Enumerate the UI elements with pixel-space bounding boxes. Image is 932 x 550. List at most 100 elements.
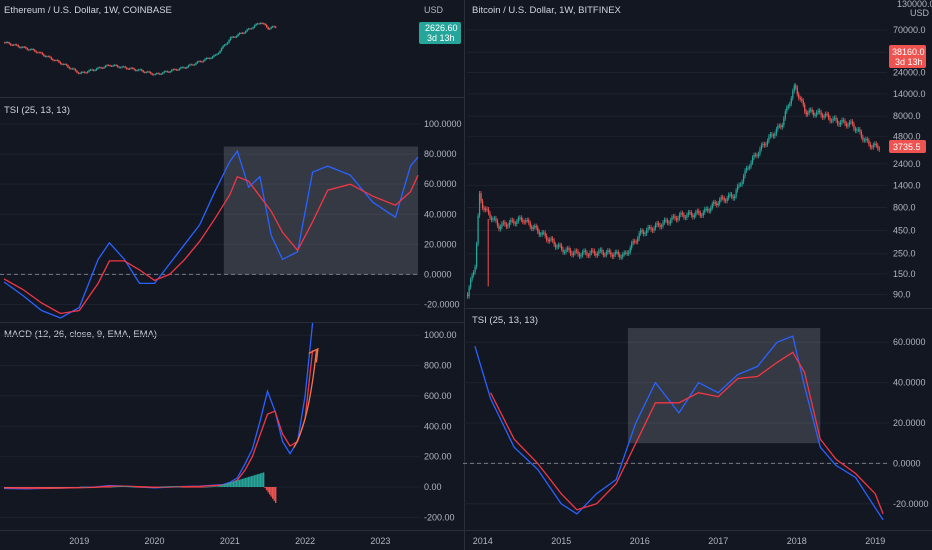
candle[interactable] [708, 210, 710, 212]
candle[interactable] [262, 23, 265, 25]
candle[interactable] [801, 98, 803, 101]
candle[interactable] [601, 249, 603, 252]
candle[interactable] [848, 122, 851, 125]
candle[interactable] [151, 73, 154, 75]
candle[interactable] [641, 230, 643, 232]
candle[interactable] [814, 115, 816, 116]
candle[interactable] [851, 121, 854, 125]
candle[interactable] [569, 250, 572, 254]
candle[interactable] [522, 219, 524, 222]
candle[interactable] [178, 68, 181, 70]
candle[interactable] [753, 154, 755, 158]
candle[interactable] [510, 219, 512, 223]
candle[interactable] [648, 227, 651, 228]
candle[interactable] [62, 64, 65, 65]
candle[interactable] [657, 223, 660, 225]
candle[interactable] [711, 203, 713, 208]
candle[interactable] [850, 121, 852, 123]
candle[interactable] [38, 52, 41, 54]
candle[interactable] [637, 238, 639, 242]
candle[interactable] [472, 272, 475, 276]
candle[interactable] [529, 222, 531, 227]
candle[interactable] [823, 115, 825, 118]
candle[interactable] [572, 253, 575, 255]
candle[interactable] [628, 252, 630, 254]
candle[interactable] [602, 251, 605, 255]
candle[interactable] [89, 69, 92, 71]
candle[interactable] [475, 243, 478, 267]
candle[interactable] [113, 64, 116, 66]
candle[interactable] [805, 111, 807, 115]
candle[interactable] [477, 215, 479, 244]
candle[interactable] [174, 69, 176, 70]
candle[interactable] [811, 109, 813, 113]
candle[interactable] [832, 118, 834, 121]
candle[interactable] [577, 251, 579, 255]
candle[interactable] [483, 207, 485, 210]
candle[interactable] [481, 200, 484, 208]
candle[interactable] [264, 23, 266, 25]
candle[interactable] [55, 60, 57, 61]
candle[interactable] [792, 90, 794, 99]
candle[interactable] [493, 218, 496, 220]
candle[interactable] [819, 110, 821, 113]
candle[interactable] [47, 56, 50, 58]
candle[interactable] [225, 44, 227, 45]
candle[interactable] [847, 124, 849, 127]
candle[interactable] [865, 139, 867, 141]
candle[interactable] [741, 181, 743, 185]
candle[interactable] [136, 70, 138, 72]
candle[interactable] [91, 69, 93, 71]
candle[interactable] [583, 250, 585, 253]
candle[interactable] [8, 42, 11, 44]
candle[interactable] [484, 208, 487, 210]
candle[interactable] [110, 65, 113, 67]
candle[interactable] [669, 220, 672, 224]
candle[interactable] [474, 266, 476, 273]
candle[interactable] [666, 220, 669, 223]
candle[interactable] [246, 29, 248, 32]
candle[interactable] [259, 23, 262, 24]
candle[interactable] [31, 49, 33, 50]
candle[interactable] [731, 194, 733, 197]
candle[interactable] [798, 94, 800, 99]
candle[interactable] [22, 46, 24, 48]
candle[interactable] [128, 68, 131, 70]
candle[interactable] [29, 49, 32, 51]
candle[interactable] [501, 223, 503, 227]
candle[interactable] [26, 48, 29, 50]
candle[interactable] [156, 73, 158, 75]
candle[interactable] [757, 153, 760, 156]
candle[interactable] [613, 254, 615, 257]
candle[interactable] [830, 120, 833, 122]
candle[interactable] [844, 120, 846, 124]
highlight-region[interactable] [627, 328, 821, 444]
candle[interactable] [19, 46, 21, 48]
candle[interactable] [490, 217, 493, 220]
candle[interactable] [535, 225, 537, 228]
candle[interactable] [229, 37, 232, 41]
candle[interactable] [10, 43, 12, 46]
candle[interactable] [747, 167, 749, 169]
candle[interactable] [874, 143, 876, 145]
candle[interactable] [255, 23, 257, 26]
candle[interactable] [592, 250, 594, 252]
candle[interactable] [595, 253, 597, 256]
candle[interactable] [85, 72, 87, 74]
candle[interactable] [189, 64, 191, 66]
candle[interactable] [232, 36, 235, 38]
candle[interactable] [249, 28, 251, 30]
candle[interactable] [20, 47, 23, 49]
candle[interactable] [107, 64, 110, 66]
candle[interactable] [578, 254, 581, 257]
candle[interactable] [130, 67, 132, 69]
candle[interactable] [654, 224, 657, 229]
candle[interactable] [853, 124, 855, 129]
candle[interactable] [180, 67, 182, 69]
candle[interactable] [201, 61, 203, 63]
candle[interactable] [698, 210, 700, 213]
btc-tsi-pane[interactable]: 60.0000 40.0000 20.0000 0.0000 -20.0000 [463, 328, 929, 521]
candle[interactable] [145, 71, 148, 73]
candle[interactable] [106, 64, 108, 66]
candle[interactable] [589, 252, 591, 256]
